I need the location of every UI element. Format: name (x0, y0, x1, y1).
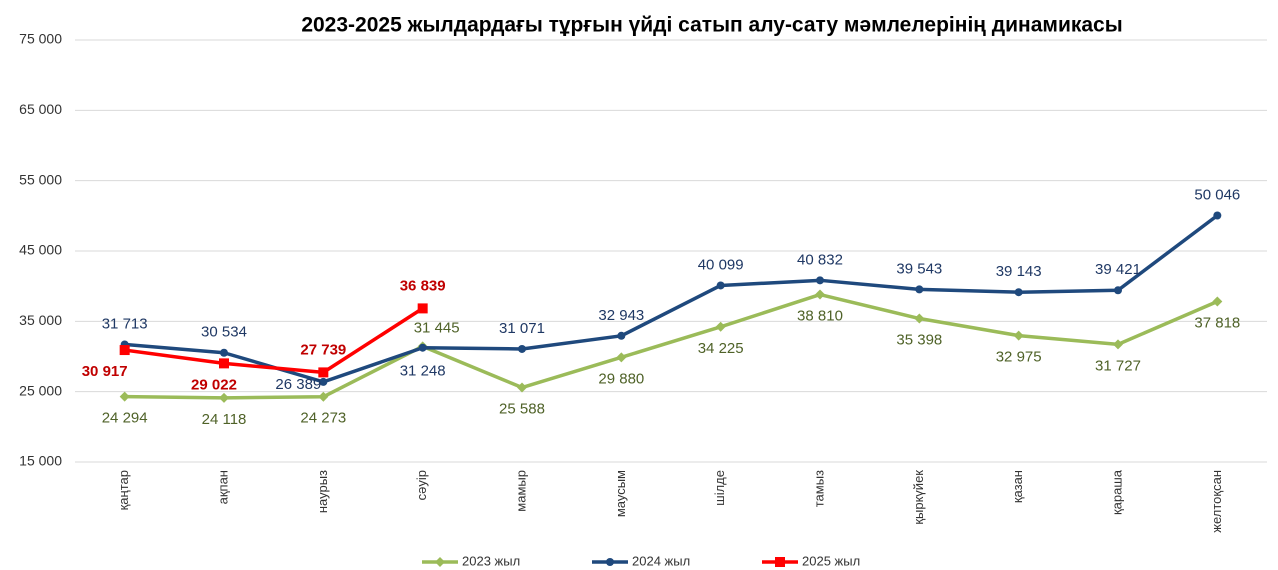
series-line (124, 306, 424, 375)
data-point (1212, 296, 1223, 307)
data-point (517, 382, 527, 393)
data-point (220, 348, 228, 357)
x-tick-label: мамыр (513, 470, 528, 512)
x-tick-label: желтоқсан (1209, 470, 1224, 533)
legend-marker (435, 557, 445, 567)
legend-marker (606, 558, 614, 566)
data-label: 31 445 (414, 319, 460, 336)
data-point (318, 367, 329, 378)
data-point (1213, 211, 1222, 220)
data-label: 29 022 (191, 376, 237, 393)
data-point (219, 358, 229, 369)
legend-marker (775, 557, 785, 567)
data-label: 32 943 (598, 307, 644, 324)
data-label: 35 398 (896, 332, 942, 349)
data-label: 24 294 (102, 410, 148, 427)
x-tick-label: тамыз (811, 470, 826, 507)
data-point (815, 289, 825, 300)
data-label: 37 818 (1194, 314, 1240, 331)
data-point (1113, 339, 1123, 350)
data-point (318, 391, 329, 402)
series-line (124, 292, 1219, 400)
data-label: 29 880 (598, 370, 644, 387)
x-tick-label: қыркүйек (911, 470, 926, 525)
data-label: 38 810 (797, 308, 843, 325)
data-point (617, 331, 626, 340)
data-label: 36 839 (400, 277, 446, 294)
data-label: 34 225 (698, 340, 744, 357)
data-point (518, 344, 526, 353)
y-tick-label: 65 000 (19, 101, 62, 117)
data-label: 50 046 (1194, 186, 1240, 203)
data-label: 31 071 (499, 320, 545, 337)
data-label: 27 739 (300, 341, 346, 358)
x-tick-label: қаңтар (116, 470, 131, 510)
data-point (1013, 330, 1024, 341)
data-point (1014, 288, 1023, 297)
x-tick-label: сәуір (414, 470, 429, 500)
data-label: 31 727 (1095, 357, 1141, 374)
data-label: 31 248 (400, 363, 446, 380)
data-label: 26 389 (275, 376, 321, 393)
data-point (1114, 286, 1122, 295)
data-label: 39 543 (896, 260, 942, 277)
data-label: 25 588 (499, 400, 545, 417)
y-tick-label: 35 000 (19, 312, 62, 328)
data-point (417, 303, 428, 314)
data-label: 30 917 (82, 363, 128, 380)
data-label: 39 143 (996, 263, 1042, 280)
y-tick-label: 15 000 (19, 453, 62, 469)
x-tick-label: ақпан (215, 470, 230, 504)
data-label: 40 832 (797, 251, 843, 268)
series-line (124, 214, 1219, 384)
y-tick-label: 45 000 (19, 242, 62, 258)
x-tick-label: қазан (1010, 470, 1025, 503)
data-label: 32 975 (996, 349, 1042, 366)
data-point (914, 313, 925, 324)
x-tick-label: маусым (613, 470, 628, 517)
y-tick-label: 55 000 (19, 171, 62, 187)
data-point (119, 391, 130, 402)
chart-title: 2023-2025 жылдардағы тұрғын үйді сатып а… (301, 14, 1122, 37)
x-tick-label: қараша (1109, 469, 1124, 515)
data-point (418, 343, 427, 352)
data-point (616, 352, 627, 363)
data-label: 39 421 (1095, 261, 1141, 278)
data-point (716, 281, 725, 290)
legend-label: 2025 жыл (802, 553, 860, 568)
x-tick-label: наурыз (315, 470, 330, 513)
data-point (915, 285, 924, 294)
data-label: 31 713 (102, 315, 148, 332)
data-point (219, 392, 229, 403)
data-point (319, 377, 328, 386)
data-label: 24 118 (202, 411, 247, 428)
legend-label: 2023 жыл (462, 553, 520, 568)
y-tick-label: 25 000 (19, 382, 62, 398)
legend-label: 2024 жыл (632, 553, 690, 568)
y-tick-label: 75 000 (19, 31, 62, 47)
data-label: 40 099 (698, 256, 744, 273)
data-point (119, 345, 130, 356)
data-point (816, 276, 824, 285)
data-point (715, 321, 726, 332)
x-tick-label: шілде (712, 470, 727, 506)
data-label: 24 273 (300, 410, 346, 427)
data-label: 30 534 (201, 324, 247, 341)
